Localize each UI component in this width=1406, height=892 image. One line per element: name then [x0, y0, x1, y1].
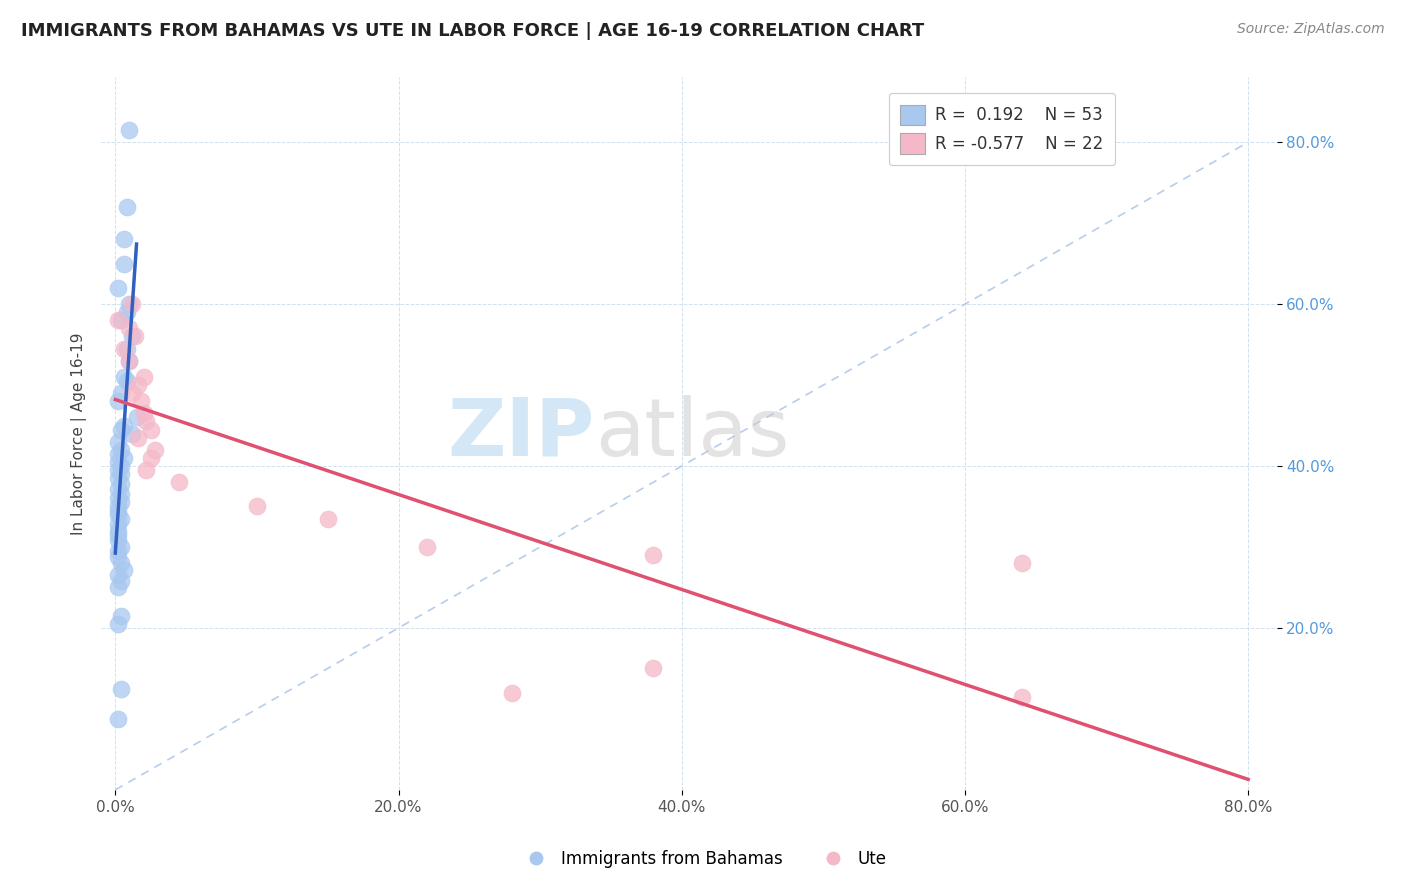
Point [107, 503, 129, 517]
Point [127, 431, 149, 445]
Point [107, 524, 129, 538]
Point [107, 712, 129, 726]
Point [110, 442, 132, 457]
Point [143, 442, 166, 457]
Point [125, 410, 148, 425]
Point [115, 374, 138, 388]
Point [107, 463, 129, 477]
Point [121, 297, 143, 311]
Point [115, 305, 138, 319]
Point [107, 581, 129, 595]
Point [112, 450, 135, 465]
Point [112, 342, 135, 356]
Point [112, 257, 135, 271]
Point [135, 415, 157, 429]
Point [107, 482, 129, 496]
Legend: Immigrants from Bahamas, Ute: Immigrants from Bahamas, Ute [513, 844, 893, 875]
Point [107, 500, 129, 514]
Point [107, 447, 129, 461]
Point [416, 540, 439, 554]
Point [110, 423, 132, 437]
Point [110, 681, 132, 696]
Text: atlas: atlas [595, 394, 789, 473]
Point [167, 475, 190, 490]
Point [107, 568, 129, 582]
Point [107, 281, 129, 295]
Point [643, 548, 665, 562]
Point [107, 528, 129, 542]
Point [121, 426, 143, 441]
Point [118, 297, 141, 311]
Point [643, 661, 665, 675]
Point [112, 370, 135, 384]
Legend: R =  0.192    N = 53, R = -0.577    N = 22: R = 0.192 N = 53, R = -0.577 N = 22 [889, 93, 1115, 165]
Point [110, 467, 132, 482]
Point [132, 406, 155, 420]
Point [139, 423, 162, 437]
Point [124, 329, 146, 343]
Point [107, 313, 129, 327]
Text: Source: ZipAtlas.com: Source: ZipAtlas.com [1237, 22, 1385, 37]
Point [112, 418, 135, 433]
Point [110, 476, 132, 491]
Text: ZIP: ZIP [447, 394, 595, 473]
Point [110, 574, 132, 588]
Point [118, 123, 141, 137]
Point [129, 394, 152, 409]
Point [110, 487, 132, 501]
Point [118, 321, 141, 335]
Point [501, 686, 523, 700]
Point [107, 471, 129, 485]
Point [107, 517, 129, 532]
Text: IMMIGRANTS FROM BAHAMAS VS UTE IN LABOR FORCE | AGE 16-19 CORRELATION CHART: IMMIGRANTS FROM BAHAMAS VS UTE IN LABOR … [21, 22, 924, 40]
Point [316, 511, 339, 525]
Point [107, 533, 129, 548]
Point [107, 491, 129, 506]
Y-axis label: In Labor Force | Age 16-19: In Labor Force | Age 16-19 [72, 333, 87, 535]
Point [1011, 690, 1033, 704]
Point [110, 313, 132, 327]
Point [107, 394, 129, 409]
Point [246, 500, 269, 514]
Point [110, 458, 132, 473]
Point [110, 511, 132, 525]
Point [115, 200, 138, 214]
Point [110, 608, 132, 623]
Point [107, 549, 129, 564]
Point [110, 556, 132, 570]
Point [107, 544, 129, 558]
Point [110, 540, 132, 554]
Point [139, 450, 162, 465]
Point [118, 353, 141, 368]
Point [110, 495, 132, 509]
Point [118, 353, 141, 368]
Point [112, 563, 135, 577]
Point [132, 370, 155, 384]
Point [121, 329, 143, 343]
Point [107, 508, 129, 522]
Point [110, 386, 132, 401]
Point [107, 616, 129, 631]
Point [135, 463, 157, 477]
Point [121, 386, 143, 401]
Point [115, 342, 138, 356]
Point [107, 455, 129, 469]
Point [127, 378, 149, 392]
Point [112, 232, 135, 246]
Point [1011, 556, 1033, 570]
Point [107, 434, 129, 449]
